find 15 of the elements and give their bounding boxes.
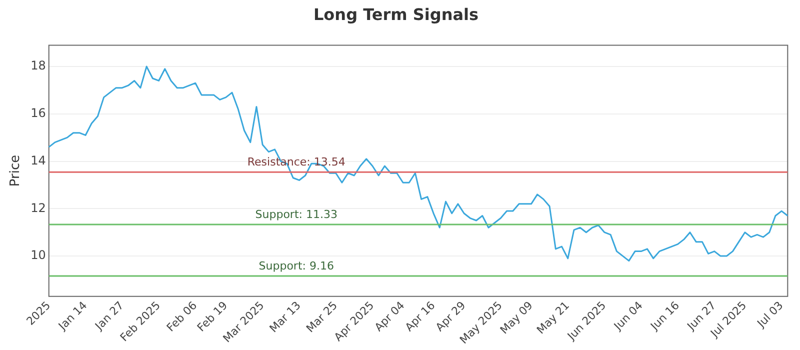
ref-line-label: Support: 9.16 xyxy=(258,259,334,272)
ref-line-label: Support: 11.33 xyxy=(255,208,338,221)
x-tick-label: Jul 03 xyxy=(754,298,786,331)
x-tick-label: Jan 27 xyxy=(92,298,126,334)
y-tick-label: 12 xyxy=(30,200,46,215)
y-tick-label: 14 xyxy=(30,153,46,168)
x-tick-label: Jun 16 xyxy=(647,298,682,334)
x-tick-label: Jan 14 xyxy=(55,298,90,334)
y-tick-label: 16 xyxy=(30,106,46,120)
y-tick-label: 18 xyxy=(30,58,46,73)
chart-title: Long Term Signals xyxy=(313,4,479,24)
y-axis-title: Price xyxy=(8,154,24,187)
x-tick-label: Jun 04 xyxy=(610,298,646,334)
x-tick-label: Mar 13 xyxy=(267,298,304,336)
y-tick-label: 10 xyxy=(30,248,46,262)
